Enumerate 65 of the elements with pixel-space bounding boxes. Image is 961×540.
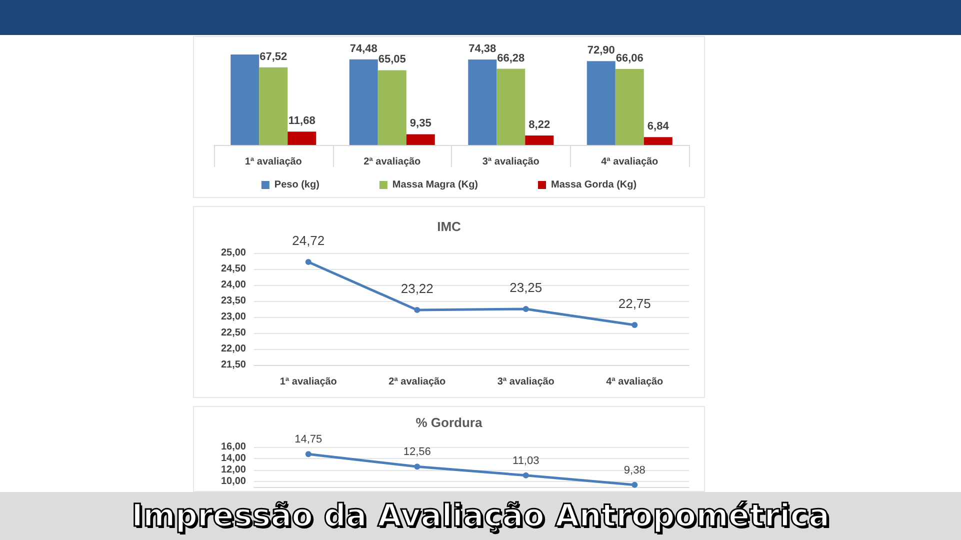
bar xyxy=(525,136,554,145)
x-tick-label: 4ª avaliação xyxy=(606,376,664,388)
legend-label: Massa Magra (Kg) xyxy=(392,180,478,190)
text: Impressão da Avaliação Antropométrica xyxy=(0,492,961,540)
data-label: 23,25 xyxy=(510,280,542,295)
bar xyxy=(468,59,497,145)
x-tick-label: 1ª avaliação xyxy=(244,156,302,168)
legend-label: Peso (kg) xyxy=(274,180,320,190)
bar xyxy=(349,59,378,145)
y-tick-label: 10,00 xyxy=(220,476,246,487)
data-label: 11,03 xyxy=(512,454,540,467)
data-label: 66,06 xyxy=(616,52,644,65)
data-label: 74,48 xyxy=(350,42,378,55)
y-tick-label: 24,50 xyxy=(220,264,246,274)
point xyxy=(414,306,420,313)
point xyxy=(414,464,420,470)
bar xyxy=(586,61,616,145)
x-tick-label: 2ª avaliação xyxy=(388,376,446,388)
data-label: 9,35 xyxy=(410,118,432,130)
data-label: 8,22 xyxy=(528,119,550,132)
bar xyxy=(288,132,316,145)
y-tick-label: 12,00 xyxy=(220,464,246,476)
y-tick-label: 14,00 xyxy=(220,452,246,464)
data-label: 66,28 xyxy=(497,52,525,64)
x-tick-label: 3ª avaliação xyxy=(497,376,554,388)
data-label: 12,56 xyxy=(403,446,431,458)
data-label: 72,90 xyxy=(587,44,615,57)
y-tick-label: 23,00 xyxy=(220,312,246,322)
bar xyxy=(644,137,672,145)
y-tick-label: 22,00 xyxy=(220,344,246,354)
x-tick-label: 1ª avaliação xyxy=(280,376,337,388)
chart-title: % Gordura xyxy=(416,415,483,430)
point xyxy=(305,451,312,458)
data-label: 67,52 xyxy=(260,50,288,63)
legend-label: Massa Gorda (Kg) xyxy=(551,180,637,190)
y-tick-label: 24,00 xyxy=(220,280,246,290)
bar xyxy=(230,54,260,145)
bar xyxy=(615,69,644,145)
x-tick-label: 4ª avaliação xyxy=(601,156,658,168)
point xyxy=(305,258,312,265)
y-tick-label: 16,00 xyxy=(220,442,246,452)
x-tick-label: 3ª avaliação xyxy=(482,156,540,168)
bar xyxy=(496,68,526,145)
data-label: 22,75 xyxy=(618,296,651,311)
bar xyxy=(406,134,435,145)
y-tick-label: 22,50 xyxy=(220,328,246,338)
y-tick-label: 21,50 xyxy=(220,360,246,370)
point xyxy=(522,306,529,312)
data-label: 11,68 xyxy=(288,115,316,128)
point xyxy=(522,472,529,478)
y-tick-label: 25,00 xyxy=(220,248,246,258)
data-label: 74,38 xyxy=(468,42,496,55)
data-label: 14,75 xyxy=(294,434,322,446)
y-tick-label: 23,50 xyxy=(220,296,246,306)
chart-title: IMC xyxy=(437,219,462,234)
data-label: 9,38 xyxy=(624,464,646,476)
data-label: 65,05 xyxy=(378,54,406,66)
point xyxy=(632,482,638,488)
bar xyxy=(259,67,288,145)
data-label: 23,22 xyxy=(400,280,434,296)
point xyxy=(632,322,638,328)
x-tick-label: 2ª avaliação xyxy=(364,156,421,168)
bar xyxy=(378,70,406,145)
data-label: 24,72 xyxy=(292,232,325,248)
data-label: 6,84 xyxy=(647,120,670,133)
